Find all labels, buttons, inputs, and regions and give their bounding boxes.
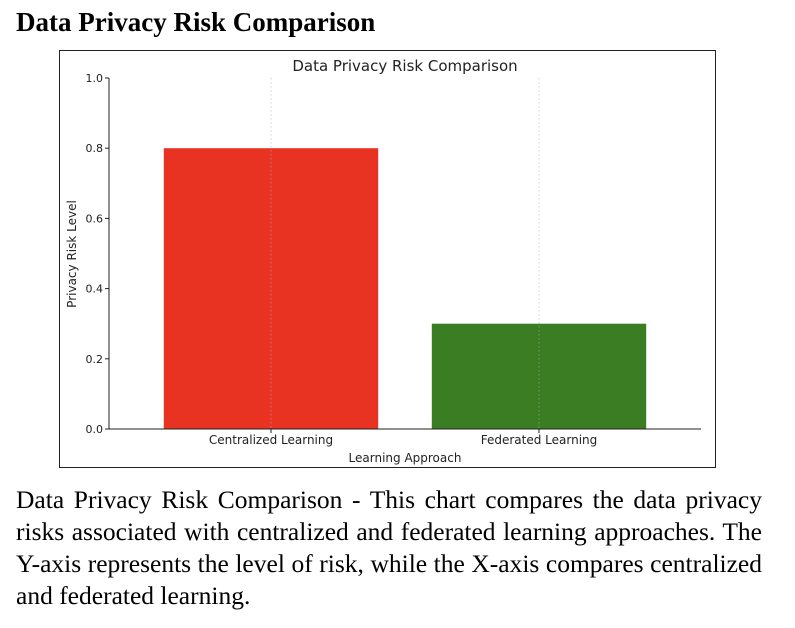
chart-title: Data Privacy Risk Comparison	[292, 57, 517, 75]
x-tick-label: Centralized Learning	[209, 433, 333, 447]
bar-chart: Data Privacy Risk Comparison Learning Ap…	[65, 57, 701, 465]
page-heading: Data Privacy Risk Comparison	[16, 7, 376, 37]
x-tick-label: Federated Learning	[481, 433, 598, 447]
x-axis-label: Learning Approach	[349, 451, 462, 465]
figure-caption: Data Privacy Risk Comparison - This char…	[16, 485, 762, 610]
y-tick-label: 0.4	[86, 283, 104, 296]
chart-figure: Data Privacy Risk Comparison Learning Ap…	[59, 50, 716, 468]
y-tick-label: 0.6	[86, 212, 104, 225]
y-axis-label: Privacy Risk Level	[65, 200, 79, 308]
y-tick-label: 0.8	[86, 142, 104, 155]
y-tick-label: 0.0	[86, 423, 104, 436]
y-tick-label: 0.2	[86, 353, 104, 366]
y-tick-label: 1.0	[86, 72, 104, 85]
